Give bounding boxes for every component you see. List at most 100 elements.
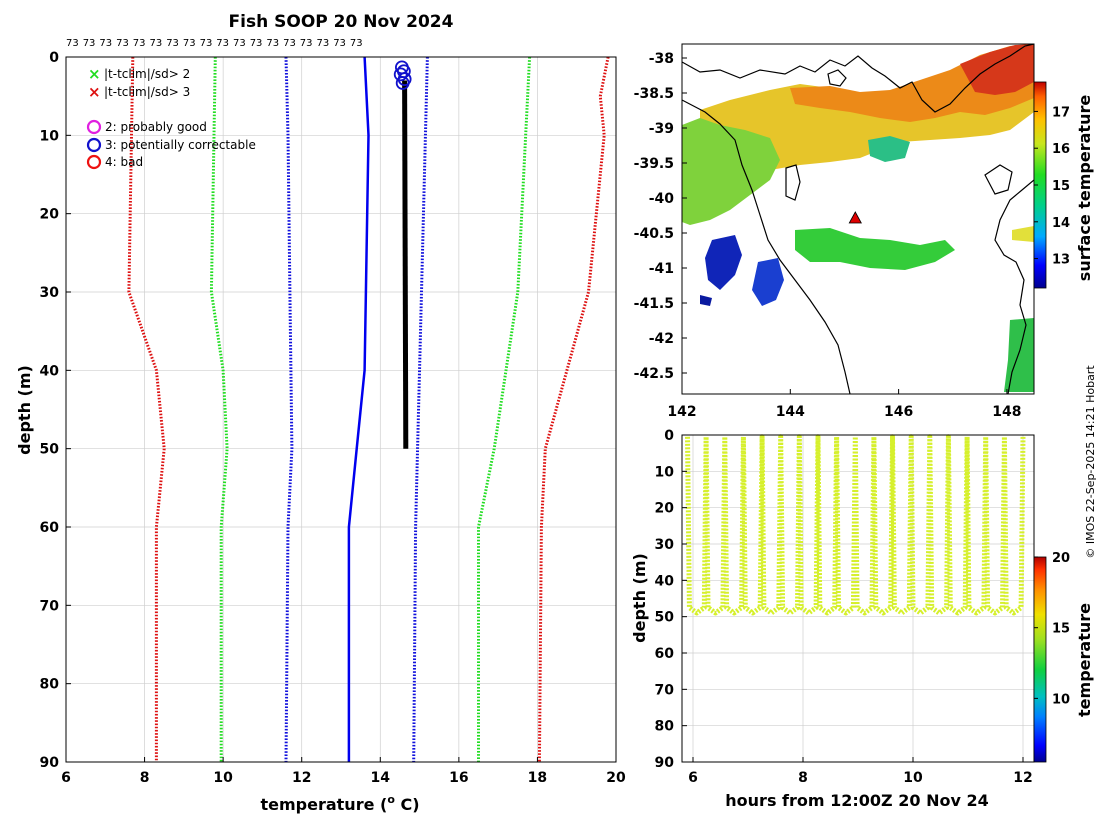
- count-label: 73: [333, 38, 346, 49]
- ts-x-tick-label: 6: [688, 770, 698, 786]
- legend-flag2-label: 2: probably good: [105, 120, 207, 134]
- coast-flinders: [984, 164, 1013, 195]
- sst-east-green-1: [868, 136, 910, 162]
- y-tick-label: 70: [40, 598, 60, 614]
- count-label: 73: [233, 38, 246, 49]
- profile-y-label: depth (m): [15, 365, 34, 455]
- count-label: 73: [133, 38, 146, 49]
- map-lon-label: 146: [884, 404, 913, 420]
- x-label-end: C): [395, 795, 420, 814]
- map-lat-label: -39: [649, 121, 674, 137]
- coast-victoria: [682, 44, 1034, 113]
- legend-flag4-label: 4: bad: [105, 155, 143, 169]
- profile-series: [127, 56, 610, 763]
- series-observed-profile: [402, 80, 409, 449]
- count-label: 73: [317, 38, 330, 49]
- sst-west-green: [682, 118, 780, 225]
- legend-sd3-label: |t-tclim|/sd> 3: [104, 85, 190, 99]
- timeseries-ticks: 6 8 10 12 0 10 20 30 40 50 60 70 80 90: [655, 428, 1033, 786]
- y-tick-label: 60: [40, 520, 60, 536]
- x-tick-label: 18: [528, 770, 547, 786]
- x-tick-label: 6: [61, 770, 71, 786]
- vessel-position-marker: [848, 211, 862, 224]
- map-lon-label: 142: [667, 404, 696, 420]
- map-lat-label: -38: [649, 51, 674, 67]
- profile-ticks: 6 8 10 12 14 16 18 20 0 10 20 30 40 50 60 70 80 90: [40, 50, 626, 786]
- count-label: 73: [350, 38, 363, 49]
- x-label-superscript: o: [387, 793, 395, 806]
- count-label: 73: [283, 38, 296, 49]
- x-tick-label: 8: [140, 770, 150, 786]
- credit-text: © IMOS 22-Sep-2025 14:21 Hobart: [1084, 365, 1097, 559]
- map-cb-label: 14: [1052, 216, 1070, 231]
- map-colorbar-ticks: 13 14 15 16 17: [1034, 105, 1070, 268]
- temperature-colorbar-label: temperature: [1075, 603, 1094, 717]
- coast-king-island: [785, 164, 801, 201]
- profile-plot-area: [66, 57, 616, 762]
- count-label: 73: [116, 38, 129, 49]
- series-clim-mean: [347, 56, 370, 762]
- count-label: 73: [166, 38, 179, 49]
- ts-x-tick-label: 8: [798, 770, 808, 786]
- map-ticks: 142 144 146 148 -38 -38.5 -39 -39.5 -40 -40.5 -41 -…: [634, 51, 1022, 420]
- ts-y-tick-label: 20: [655, 501, 675, 517]
- map-lat-label: -39.5: [634, 156, 674, 172]
- legend-flag4-marker: [86, 154, 102, 170]
- coastlines: [682, 44, 1034, 394]
- x-tick-label: 10: [213, 770, 233, 786]
- profile-legend: × |t-tclim|/sd> 2 × |t-tclim|/sd> 3 2: p…: [86, 65, 256, 170]
- coast-tasmania-west: [682, 99, 851, 394]
- count-label: 73: [183, 38, 196, 49]
- x-tick-label: 20: [606, 770, 626, 786]
- legend-sd2-label: |t-tclim|/sd> 2: [104, 67, 190, 81]
- profile-axes-box: [65, 56, 617, 763]
- legend-flag3-label: 3: potentially correctable: [105, 138, 256, 152]
- map-lat-label: -41: [649, 261, 674, 277]
- map-cb-label: 16: [1052, 142, 1070, 157]
- chart-title: Fish SOOP 20 Nov 2024: [229, 12, 454, 32]
- y-tick-label: 50: [40, 442, 60, 458]
- ts-y-tick-label: 0: [664, 428, 674, 444]
- legend-flag2-marker: [86, 119, 102, 135]
- coast-tasmania-east: [994, 179, 1034, 394]
- y-tick-label: 90: [40, 755, 60, 771]
- flag-marker: [395, 76, 410, 90]
- y-tick-label: 20: [40, 207, 60, 223]
- map-lat-label: -40.5: [634, 226, 674, 242]
- sst-cold-1: [705, 235, 742, 290]
- ts-x-tick-label: 12: [1013, 770, 1032, 786]
- y-tick-label: 30: [40, 285, 60, 301]
- y-tick-label: 0: [49, 50, 59, 66]
- series-clim-2sd: [209, 56, 229, 762]
- sst-se-yellow: [1012, 226, 1034, 242]
- temp-cb-label: 10: [1052, 692, 1070, 707]
- ts-y-tick-label: 60: [655, 646, 675, 662]
- map-cb-label: 15: [1052, 179, 1070, 194]
- ts-y-tick-label: 70: [655, 682, 675, 698]
- temperature-colorbar-ticks: 10 15 20: [1034, 551, 1070, 707]
- ts-y-tick-label: 10: [655, 464, 675, 480]
- legend-flag3-marker: [86, 137, 102, 153]
- series-clim-3sd: [537, 56, 610, 763]
- ts-y-tick-label: 90: [655, 755, 675, 771]
- ts-y-tick-label: 50: [655, 610, 675, 626]
- count-label: 73: [83, 38, 96, 49]
- count-label: 73: [150, 38, 163, 49]
- count-row: 73 73 73 73 73 73 73 73 73 73 73 73 73 73 73 73 73 73: [66, 38, 363, 49]
- sst-cold-3: [700, 295, 712, 306]
- map-cb-label: 17: [1052, 105, 1070, 120]
- y-tick-label: 10: [40, 128, 60, 144]
- count-label: 73: [99, 38, 112, 49]
- map-lat-label: -42: [649, 331, 674, 347]
- legend-sd3-marker: ×: [88, 83, 101, 101]
- series-clim-2sd: [477, 56, 532, 762]
- map-cb-label: 13: [1052, 253, 1070, 268]
- temperature-colorbar: [1033, 556, 1047, 763]
- x-tick-label: 12: [292, 770, 311, 786]
- y-tick-label: 40: [40, 363, 60, 379]
- temp-cb-label: 20: [1052, 551, 1070, 566]
- y-tick-label: 80: [40, 677, 60, 693]
- count-label: 73: [250, 38, 263, 49]
- sst-mid-green: [795, 228, 955, 270]
